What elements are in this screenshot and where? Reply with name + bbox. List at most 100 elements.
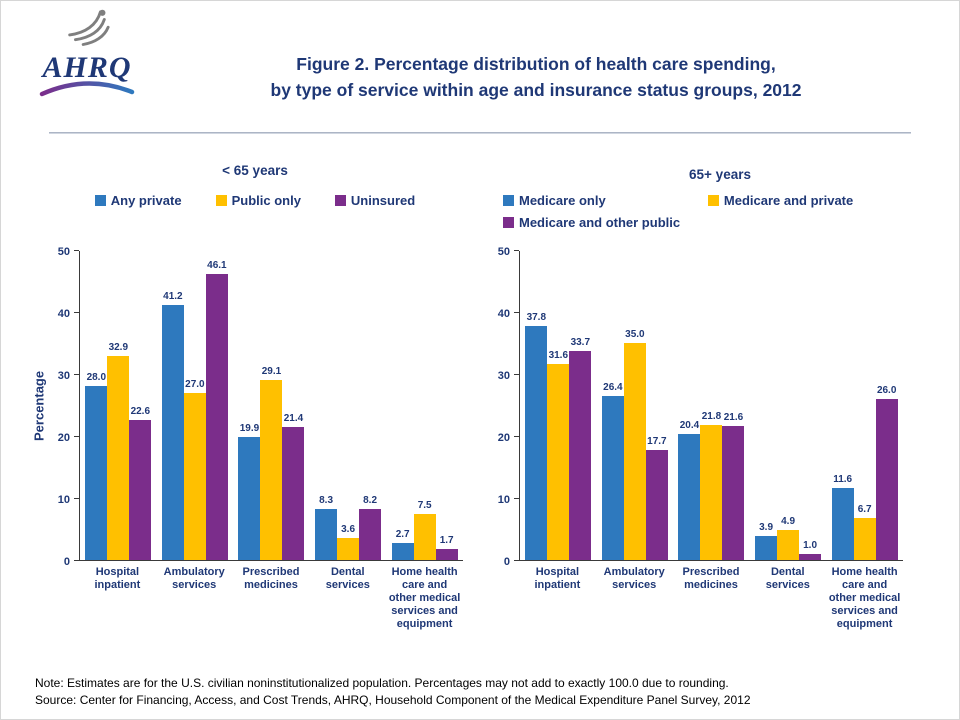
- bar: 21.4: [282, 251, 305, 560]
- y-tick-label: 40: [57, 308, 70, 320]
- value-label: 46.1: [207, 260, 227, 272]
- bar: 4.9: [777, 251, 800, 560]
- y-tick-mark: [74, 312, 79, 313]
- legend-swatch-icon: [215, 195, 227, 206]
- bar-rect: [129, 419, 152, 560]
- hhs-eagle-icon: [68, 9, 110, 46]
- bar-rect: [777, 529, 800, 560]
- chart-65-plus: 65+ years Medicare only Medicare and priv…: [489, 149, 951, 654]
- x-category-label: Dental services: [325, 566, 370, 591]
- legend-item: Uninsured: [334, 193, 415, 208]
- bar: 41.2: [161, 251, 184, 560]
- bar: 26.0: [875, 251, 898, 560]
- note-text: Note: Estimates are for the U.S. civilia…: [35, 676, 729, 690]
- value-label: 4.9: [781, 515, 796, 527]
- y-axis-title: Percentage: [31, 370, 47, 442]
- legend-item: Medicare and other public: [503, 215, 708, 230]
- bar: 31.6: [547, 251, 570, 560]
- bar-rect: [525, 325, 548, 560]
- figure-title: Figure 2. Percentage distribution of hea…: [141, 51, 931, 103]
- value-label: 31.6: [548, 350, 569, 362]
- legend-item: Public only: [215, 193, 301, 208]
- value-label: 3.9: [759, 521, 774, 533]
- value-label: 26.0: [876, 384, 897, 396]
- bar-rect: [831, 488, 854, 560]
- y-tick-mark: [514, 436, 519, 437]
- bar: 33.7: [569, 251, 592, 560]
- ahrq-wordmark: AHRQ: [42, 51, 132, 84]
- y-tick-label: 50: [497, 246, 510, 258]
- bar: 35.0: [623, 251, 646, 560]
- value-label: 35.0: [625, 329, 645, 340]
- bar-rect: [601, 396, 624, 560]
- value-label: 20.4: [679, 419, 700, 431]
- figure-title-line1: Figure 2. Percentage distribution of hea…: [296, 54, 776, 74]
- bar-group: 19.9 29.1 21.4: [238, 251, 305, 560]
- legend-item: Any private: [94, 193, 182, 208]
- x-category-label: Hospital inpatient: [94, 566, 141, 591]
- bar-rect: [875, 398, 898, 560]
- x-category-label: Dental services: [765, 566, 810, 591]
- y-tick-label: 30: [497, 370, 510, 382]
- bar-rect: [238, 436, 261, 560]
- bar-rect: [569, 351, 592, 560]
- value-label: 1.0: [803, 539, 818, 551]
- bar-rect: [413, 513, 436, 560]
- bar: 8.2: [359, 251, 382, 560]
- y-tick-mark: [514, 374, 519, 375]
- plot-row: 0 10 20 30 40 50 37.8 31.6 33.7 26.4 35.0 17.7 20.4…: [489, 246, 903, 631]
- bar-rect: [315, 508, 338, 560]
- y-tick-label: 0: [503, 556, 510, 568]
- y-tick-mark: [74, 436, 79, 437]
- plot-row: Percentage 0 10 20 30 40 50 28.0 32.9 22.6 41.2 2…: [29, 246, 463, 631]
- x-category-label: Hospital inpatient: [534, 566, 581, 591]
- value-label: 7.5: [417, 499, 432, 511]
- value-label: 32.9: [108, 342, 129, 354]
- value-label: 8.2: [363, 495, 378, 507]
- legend-swatch-icon: [503, 195, 514, 206]
- bar: 27.0: [183, 251, 206, 560]
- x-labels: Hospital inpatient Ambulatory services Presc…: [519, 566, 903, 631]
- x-category-label: Home health care and other medical services…: [388, 566, 461, 630]
- y-tick-mark: [514, 560, 519, 561]
- legend-label: Medicare only: [519, 193, 606, 208]
- bar-group: 8.3 3.6 8.2: [315, 251, 382, 560]
- bar-rect: [755, 535, 778, 560]
- footnotes: Note: Estimates are for the U.S. civilia…: [35, 675, 943, 709]
- x-category-label: Ambulatory services: [163, 566, 225, 591]
- bar: 20.4: [678, 251, 701, 560]
- bar: 3.9: [755, 251, 778, 560]
- source-text: Source: Center for Financing, Access, an…: [35, 693, 751, 707]
- plot-col: 28.0 32.9 22.6 41.2 27.0 46.1 19.9 29.1 21.4 8.3 3…: [79, 251, 463, 631]
- y-tick-label: 30: [57, 370, 70, 382]
- bar-rect: [853, 518, 876, 560]
- bar-group: 3.9 4.9 1.0: [755, 251, 822, 560]
- bar-rect: [391, 543, 414, 560]
- value-label: 21.8: [701, 410, 722, 422]
- y-tick-mark: [74, 250, 79, 251]
- legend-swatch-icon: [707, 195, 719, 206]
- value-label: 11.6: [833, 474, 853, 486]
- value-label: 17.7: [647, 436, 667, 448]
- legend-swatch-icon: [503, 217, 514, 228]
- legend: Medicare only Medicare and private Medicar…: [503, 193, 939, 230]
- x-category-label: Prescribed medicines: [242, 566, 300, 591]
- legend-item: Medicare only: [503, 193, 708, 208]
- bar: 28.0: [85, 251, 108, 560]
- bar: 19.9: [238, 251, 261, 560]
- bar: 29.1: [260, 251, 283, 560]
- charts-row: < 65 years Any private Public only Uninsur…: [29, 149, 951, 654]
- value-label: 37.8: [526, 311, 547, 323]
- legend-label: Medicare and other public: [519, 215, 681, 230]
- y-tick-label: 50: [57, 246, 70, 258]
- bar: 8.3: [315, 251, 338, 560]
- value-label: 3.6: [341, 523, 356, 535]
- y-axis: 0 10 20 30 40 50: [489, 246, 519, 568]
- plot-area: 37.8 31.6 33.7 26.4 35.0 17.7 20.4 21.8 21.6 3.9 4…: [519, 251, 903, 561]
- value-label: 1.7: [439, 535, 454, 547]
- y-tick-label: 0: [63, 556, 70, 568]
- bar-rect: [645, 450, 668, 560]
- bar: 1.0: [799, 251, 822, 560]
- legend-swatch-icon: [94, 195, 106, 206]
- y-tick-label: 40: [497, 308, 510, 320]
